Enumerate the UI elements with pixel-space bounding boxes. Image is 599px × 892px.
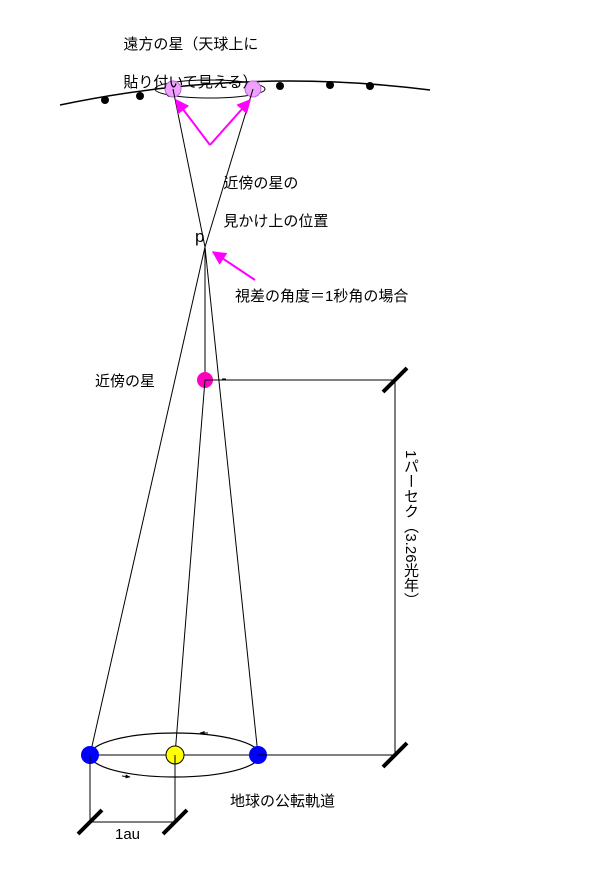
arrow-to-p bbox=[213, 252, 255, 280]
parallax-caption: 視差の角度＝1秒角の場合 bbox=[235, 285, 408, 306]
arrow-to-apparent-left bbox=[176, 100, 210, 145]
ray-left bbox=[90, 247, 205, 755]
arrow-to-apparent-right bbox=[210, 100, 250, 145]
p-label: p bbox=[195, 227, 204, 247]
ray-center bbox=[175, 380, 205, 755]
distant-stars-label: 遠方の星（天球上に 貼り付いて見える） bbox=[115, 16, 258, 92]
ray-right bbox=[205, 247, 258, 755]
apparent-line-left bbox=[173, 89, 205, 247]
au-label: 1au bbox=[115, 826, 140, 843]
apparent-pos-label: 近傍の星の 見かけ上の位置 bbox=[215, 155, 328, 231]
earth-orbit-label: 地球の公転軌道 bbox=[230, 790, 335, 811]
dim-parsec-label: 1パーセク（3.26光年） bbox=[400, 450, 421, 608]
near-star-label: 近傍の星 bbox=[95, 370, 155, 391]
